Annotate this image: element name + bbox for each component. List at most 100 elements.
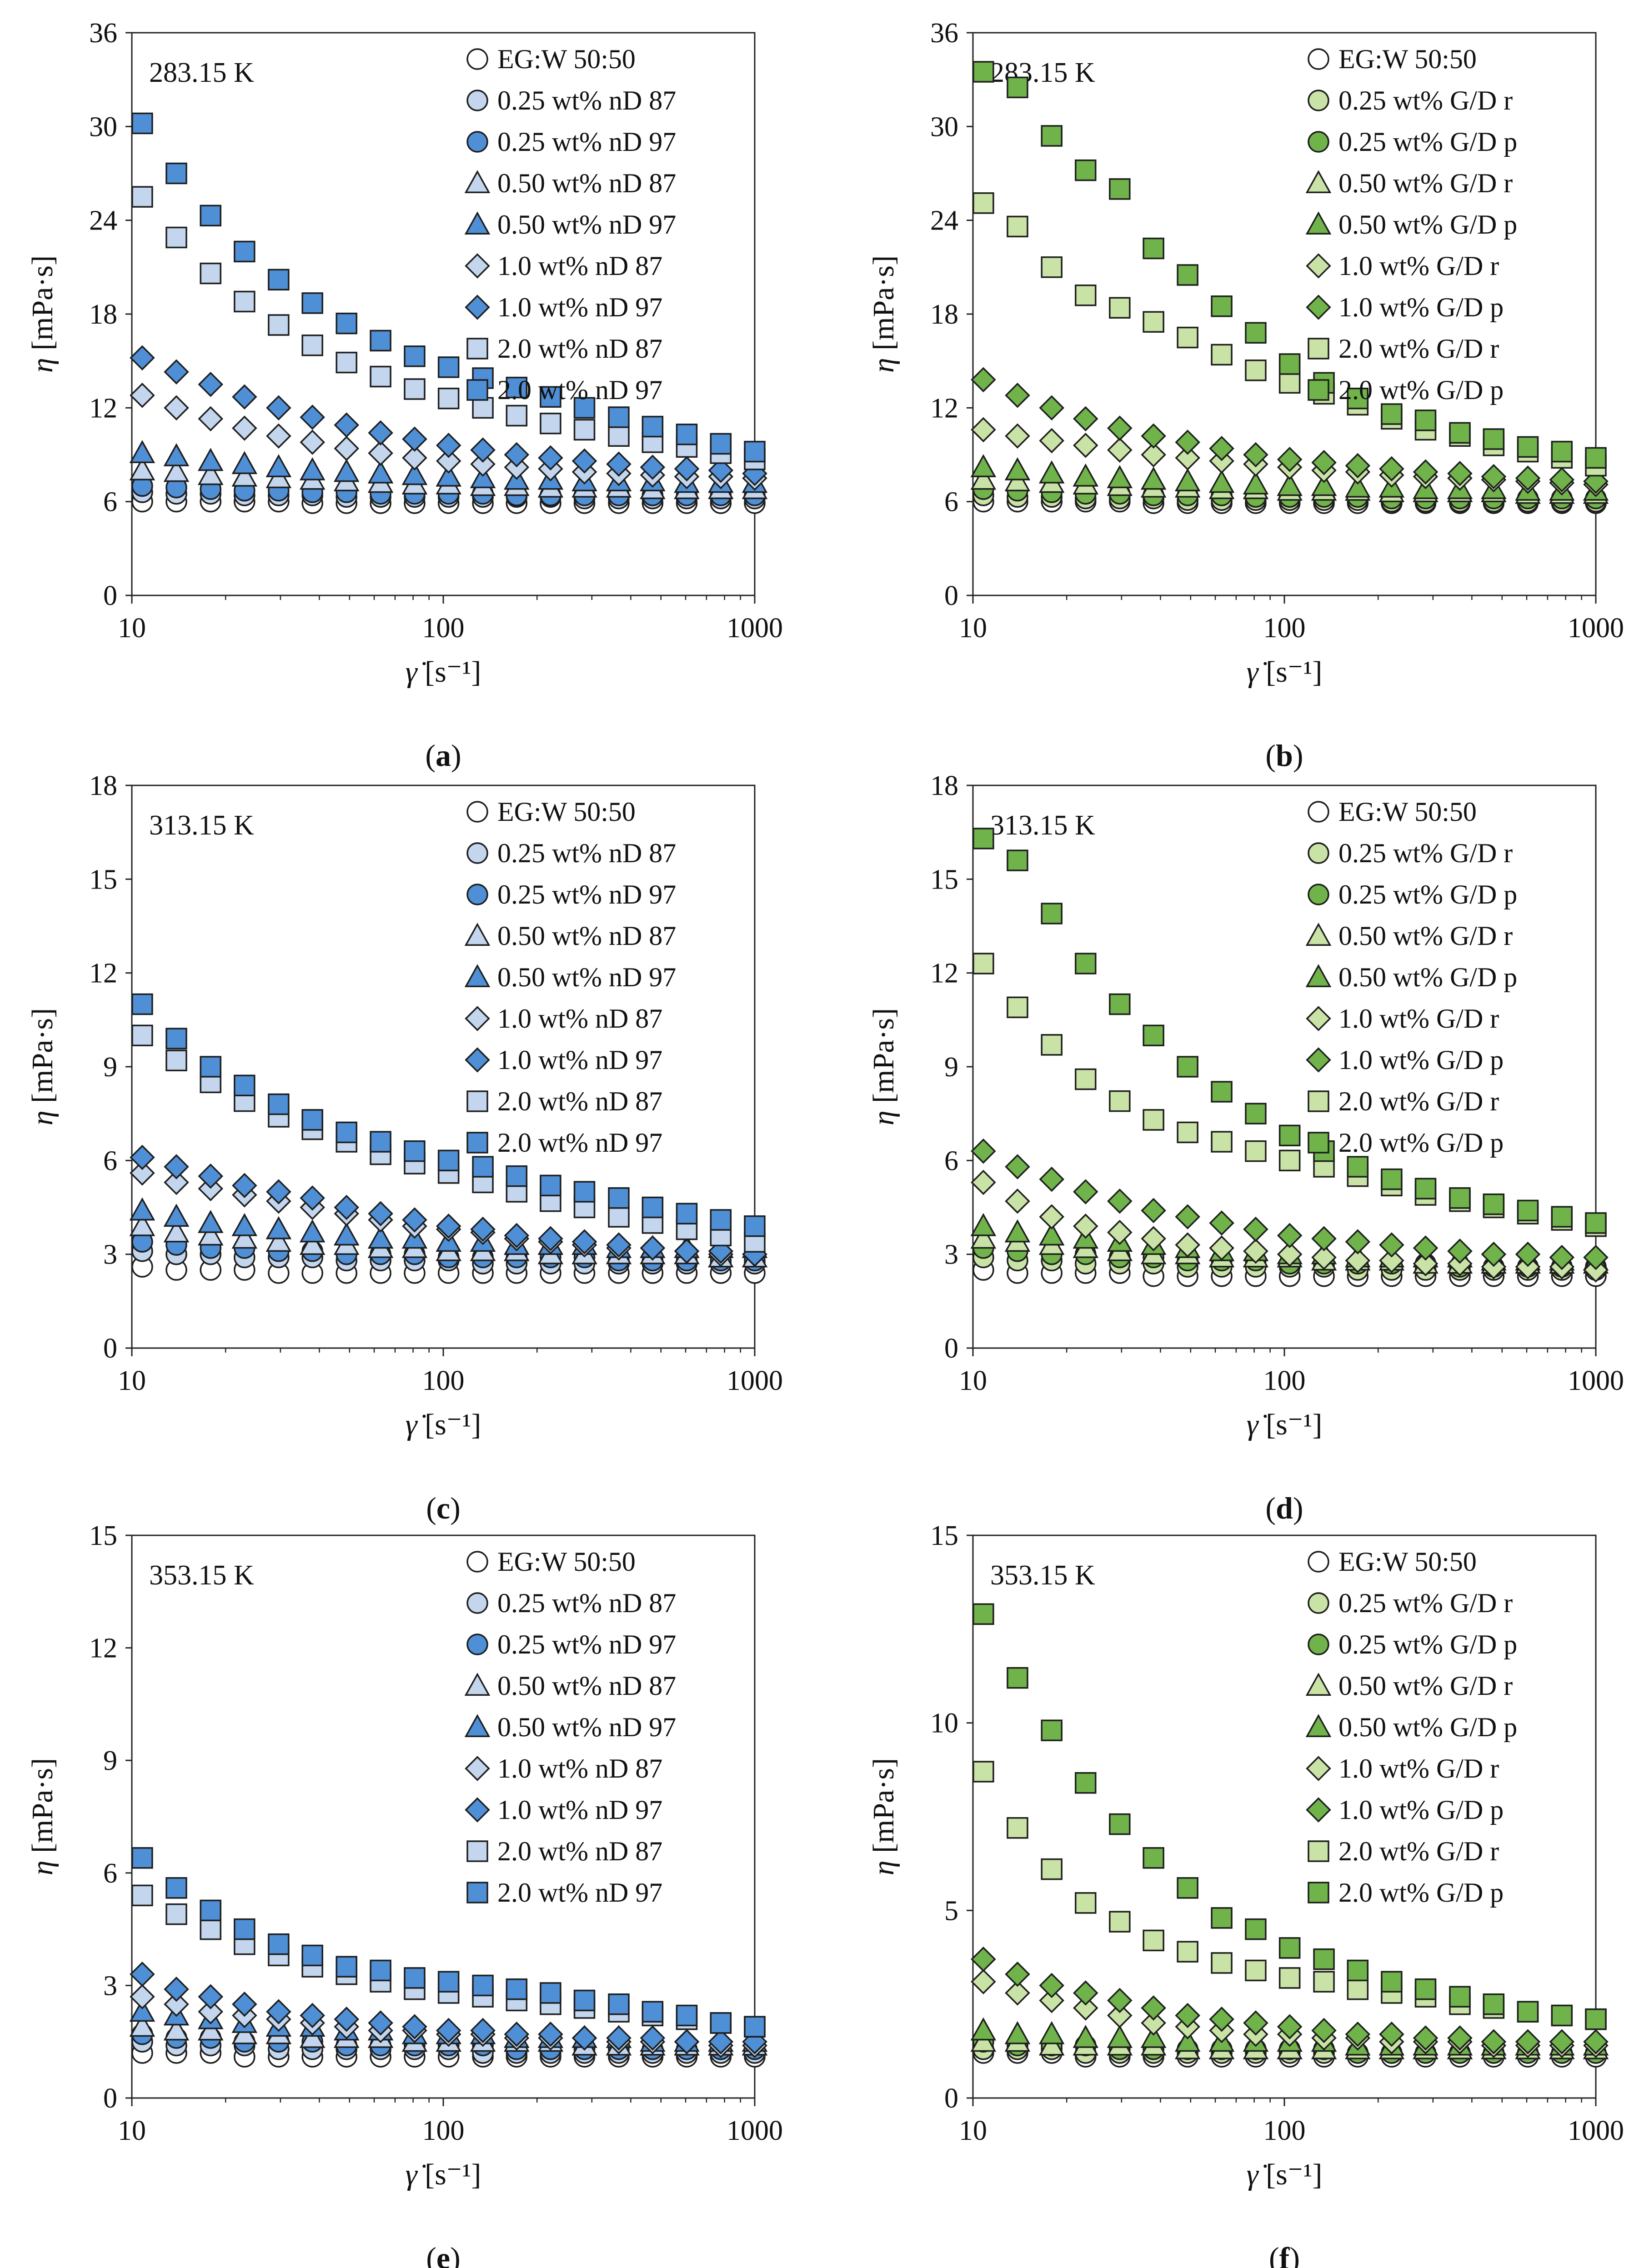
x-tick-label: 10 bbox=[959, 2115, 987, 2146]
data-point bbox=[1177, 326, 1198, 349]
legend-marker bbox=[1305, 923, 1332, 946]
legend-marker bbox=[1308, 1592, 1329, 1614]
data-point bbox=[131, 186, 153, 208]
legend-marker bbox=[1308, 1132, 1329, 1154]
data-point bbox=[231, 451, 258, 475]
data-point bbox=[1141, 1995, 1166, 2021]
temperature-label: 313.15 K bbox=[990, 810, 1095, 841]
data-point bbox=[470, 1216, 496, 1242]
data-point bbox=[197, 462, 224, 485]
data-point bbox=[540, 412, 561, 435]
data-point bbox=[1549, 2029, 1575, 2054]
data-point bbox=[1381, 1168, 1403, 1190]
y-tick-label: 6 bbox=[103, 487, 117, 518]
panel-letter: b bbox=[1276, 738, 1293, 773]
data-point bbox=[708, 458, 734, 483]
y-tick-label: 24 bbox=[89, 205, 117, 236]
data-point bbox=[334, 435, 359, 461]
data-point bbox=[367, 460, 394, 484]
data-point bbox=[130, 383, 155, 408]
legend-label: 0.50 wt% G/D r bbox=[1338, 168, 1513, 198]
data-point bbox=[972, 1603, 994, 1625]
data-point bbox=[1177, 1121, 1198, 1144]
data-point bbox=[198, 1163, 223, 1189]
data-point bbox=[334, 2006, 359, 2032]
data-point bbox=[268, 1933, 290, 1955]
panel-caption: (e) bbox=[426, 2241, 461, 2268]
data-point bbox=[1039, 428, 1064, 454]
data-point bbox=[1007, 996, 1028, 1019]
data-point bbox=[1278, 1124, 1301, 1147]
legend-label: 0.25 wt% nD 97 bbox=[497, 127, 676, 157]
legend-marker bbox=[1308, 842, 1329, 864]
legend: EG:W 50:50 0.25 wt% nD 87 0.25 wt% nD 97 0.… bbox=[464, 797, 676, 1158]
legend-marker bbox=[1305, 1714, 1332, 1737]
x-axis-unit: [s⁻¹] bbox=[1258, 2158, 1323, 2191]
data-point bbox=[165, 1903, 187, 1925]
data-point bbox=[1038, 1222, 1065, 1246]
temperature-label: 353.15 K bbox=[990, 1560, 1095, 1591]
data-point bbox=[197, 2017, 224, 2041]
data-point bbox=[130, 1984, 155, 2009]
legend-label: 0.25 wt% G/D p bbox=[1338, 879, 1517, 909]
data-point bbox=[200, 1918, 221, 1940]
data-point bbox=[538, 445, 563, 471]
data-point bbox=[1585, 2008, 1607, 2030]
data-point bbox=[970, 1225, 997, 1249]
data-point bbox=[742, 2029, 767, 2054]
data-point bbox=[744, 2016, 766, 2038]
data-point bbox=[970, 2028, 997, 2052]
data-point bbox=[1039, 395, 1064, 421]
data-point bbox=[540, 386, 561, 408]
data-point bbox=[971, 367, 996, 393]
data-point bbox=[370, 330, 391, 352]
y-axis-symbol: η bbox=[26, 1860, 59, 1875]
y-axis-unit: [mPa·s] bbox=[26, 255, 59, 358]
y-axis-unit: [mPa·s] bbox=[26, 1008, 59, 1110]
data-point bbox=[1177, 1941, 1198, 1963]
x-tick-label: 100 bbox=[422, 613, 465, 644]
data-point bbox=[266, 454, 292, 478]
data-point bbox=[333, 1222, 360, 1246]
legend-label: 0.25 wt% G/D r bbox=[1338, 85, 1513, 115]
data-point bbox=[1347, 387, 1369, 410]
data-point bbox=[676, 1203, 698, 1225]
data-point bbox=[1347, 1959, 1369, 1982]
data-point bbox=[1177, 264, 1198, 286]
y-tick-label: 0 bbox=[944, 2083, 958, 2114]
data-point bbox=[504, 442, 530, 468]
data-point bbox=[1039, 1973, 1064, 1998]
legend-marker bbox=[1308, 48, 1329, 70]
legend-marker bbox=[1308, 1882, 1329, 1903]
data-point bbox=[1073, 406, 1098, 432]
data-point bbox=[266, 423, 291, 449]
data-point bbox=[368, 440, 393, 466]
data-point bbox=[1141, 1198, 1166, 1224]
legend-label: 0.25 wt% nD 87 bbox=[497, 85, 676, 115]
x-tick-label: 100 bbox=[1263, 2115, 1306, 2146]
legend-marker bbox=[466, 1840, 488, 1862]
data-point bbox=[367, 1225, 394, 1249]
data-point bbox=[165, 226, 187, 249]
data-point bbox=[1449, 422, 1471, 444]
data-point bbox=[1551, 2004, 1573, 2027]
data-point bbox=[1075, 284, 1097, 306]
data-point bbox=[606, 2025, 632, 2051]
legend-marker bbox=[466, 1551, 488, 1573]
data-point bbox=[472, 1974, 494, 1997]
legend-label: 0.25 wt% nD 87 bbox=[497, 838, 676, 868]
data-point bbox=[470, 465, 496, 489]
data-point bbox=[1005, 1188, 1030, 1214]
x-axis-label: γ̇ [s⁻¹] bbox=[1247, 1408, 1323, 1441]
legend-marker bbox=[465, 1797, 490, 1823]
data-point bbox=[266, 1999, 291, 2024]
data-point bbox=[163, 2017, 190, 2041]
y-tick-label: 12 bbox=[89, 958, 117, 989]
data-point bbox=[1107, 1188, 1133, 1214]
data-point bbox=[1211, 1131, 1233, 1153]
legend: EG:W 50:50 0.25 wt% G/D r 0.25 wt% G/D p 0.… bbox=[1305, 1547, 1517, 1908]
data-point bbox=[1177, 1877, 1198, 1899]
data-point bbox=[163, 1204, 190, 1227]
y-axis-label: η [mPa·s] bbox=[867, 255, 900, 373]
y-tick-label: 30 bbox=[930, 111, 958, 142]
